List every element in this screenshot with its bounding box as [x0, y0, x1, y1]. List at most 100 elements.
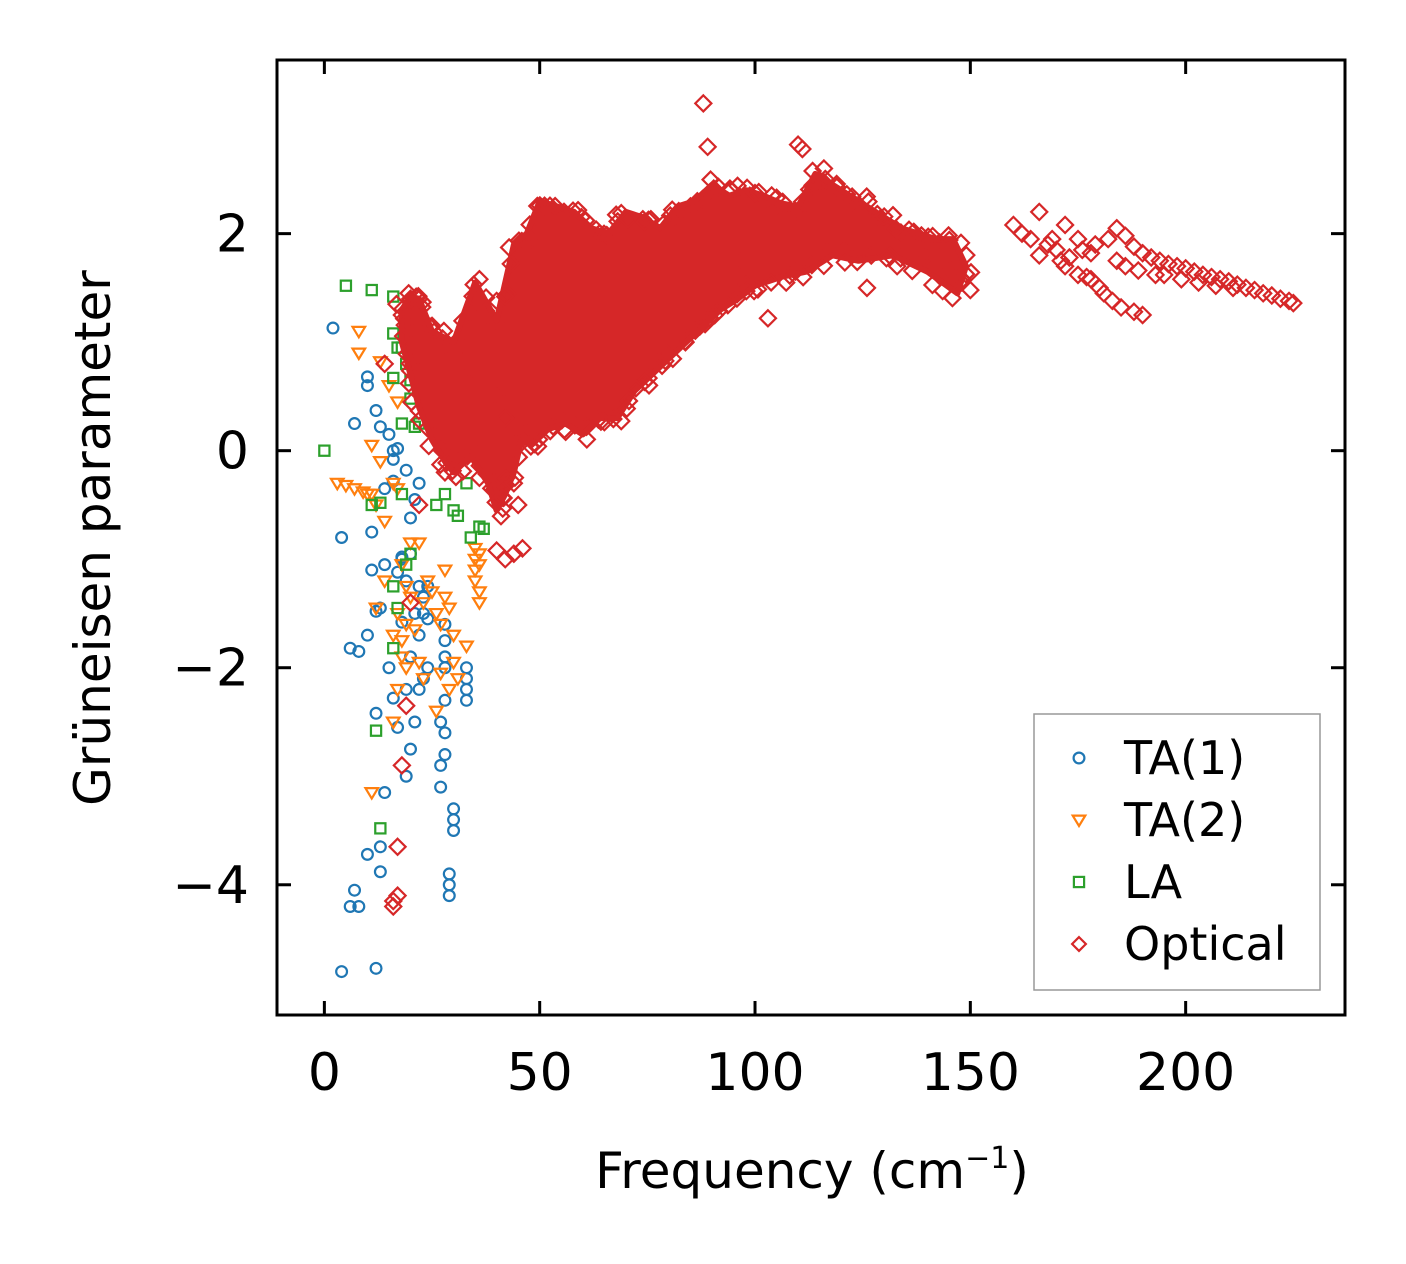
ta-1--point — [373, 840, 387, 854]
optical-point — [1077, 267, 1097, 287]
ta-2--point — [363, 787, 380, 801]
optical-point — [792, 192, 812, 212]
optical-point — [634, 372, 655, 392]
optical-point — [699, 308, 720, 328]
optical-point — [461, 359, 481, 379]
optical-point — [803, 175, 823, 196]
ta-1--point — [335, 530, 349, 544]
y-tick-label: 2 — [216, 205, 249, 265]
optical-point — [732, 251, 752, 271]
optical-point — [634, 212, 655, 232]
optical-point — [626, 378, 646, 398]
la-point — [395, 487, 409, 501]
ta-1--point — [343, 899, 357, 913]
la-point — [430, 498, 443, 512]
optical-point — [464, 275, 484, 295]
optical-point — [736, 275, 756, 295]
ta-1--point — [373, 865, 387, 879]
optical-point — [1072, 240, 1092, 260]
ta-2--point — [410, 656, 428, 671]
y-tick-label: −2 — [172, 639, 249, 699]
optical-point — [1128, 260, 1148, 281]
optical-point — [487, 291, 507, 311]
optical-point — [448, 451, 468, 472]
optical-point — [469, 269, 490, 289]
optical-point — [1171, 269, 1191, 289]
plot-frame — [275, 58, 1347, 1017]
ta-2--point — [350, 347, 368, 362]
optical-point — [815, 169, 835, 189]
la-point — [404, 547, 417, 560]
optical-point — [1038, 234, 1058, 255]
optical-point — [842, 187, 862, 207]
optical-point — [876, 248, 897, 268]
ta-1--point — [408, 493, 422, 507]
ta-2--point — [471, 586, 488, 600]
optical-point — [899, 220, 919, 240]
optical-point — [956, 245, 976, 265]
legend-marker — [1072, 875, 1086, 889]
optical-point — [837, 184, 857, 204]
x-axis-title: Frequency (cm−1) — [595, 1141, 1029, 1200]
ta-1--point — [408, 606, 422, 620]
ta-1--point — [382, 427, 396, 441]
optical-point — [419, 436, 439, 456]
optical-point — [409, 495, 429, 515]
optical-point — [835, 252, 855, 273]
ta-1--point — [459, 661, 473, 675]
optical-point — [819, 240, 839, 260]
optical-point — [857, 186, 877, 207]
la-point — [451, 509, 465, 522]
optical-point — [708, 177, 728, 197]
la-point — [460, 477, 473, 490]
optical-point — [960, 280, 980, 300]
ta-2--point — [436, 564, 454, 579]
legend-marker — [1072, 751, 1086, 765]
ta-1--point — [438, 726, 452, 740]
optical-point — [392, 305, 412, 325]
optical-point — [655, 351, 675, 371]
optical-point — [917, 245, 937, 265]
optical-point — [512, 231, 532, 251]
la-point — [387, 641, 400, 655]
points-layer — [318, 93, 1303, 979]
optical-point — [568, 200, 588, 220]
optical-point — [952, 269, 973, 290]
ta-2--point — [367, 602, 385, 617]
ta-1--point — [412, 682, 426, 696]
legend-label: LA — [1124, 855, 1183, 909]
la-point — [477, 522, 490, 536]
optical-point — [858, 192, 879, 212]
optical-point — [1115, 226, 1135, 246]
optical-point — [486, 492, 506, 512]
optical-point — [513, 425, 534, 445]
ta-1--point — [399, 769, 413, 783]
ta-1--point — [399, 463, 413, 477]
ta-1--point — [434, 780, 448, 794]
ta-2--point — [445, 656, 462, 671]
optical-point — [1111, 297, 1131, 318]
ta-2--point — [471, 548, 488, 562]
optical-point — [1029, 245, 1049, 265]
ta-2--point — [350, 325, 368, 340]
ta-1--point — [352, 899, 366, 913]
optical-point — [409, 289, 429, 309]
legend-label: TA(2) — [1123, 793, 1245, 847]
optical-point — [435, 439, 455, 459]
optical-point — [589, 223, 610, 243]
ta-1--point — [335, 965, 349, 979]
optical-point — [448, 330, 468, 350]
ta-1--point — [348, 883, 362, 897]
optical-point — [617, 399, 637, 419]
optical-point — [521, 436, 541, 457]
ta-1--point — [404, 742, 418, 756]
optical-point — [430, 455, 451, 475]
optical-point — [662, 200, 682, 220]
optical-point — [1124, 237, 1144, 257]
optical-point — [508, 495, 528, 515]
series-ta-2- — [329, 325, 488, 801]
optical-point — [1042, 229, 1062, 249]
optical-point — [1283, 293, 1303, 313]
optical-point — [576, 210, 596, 231]
